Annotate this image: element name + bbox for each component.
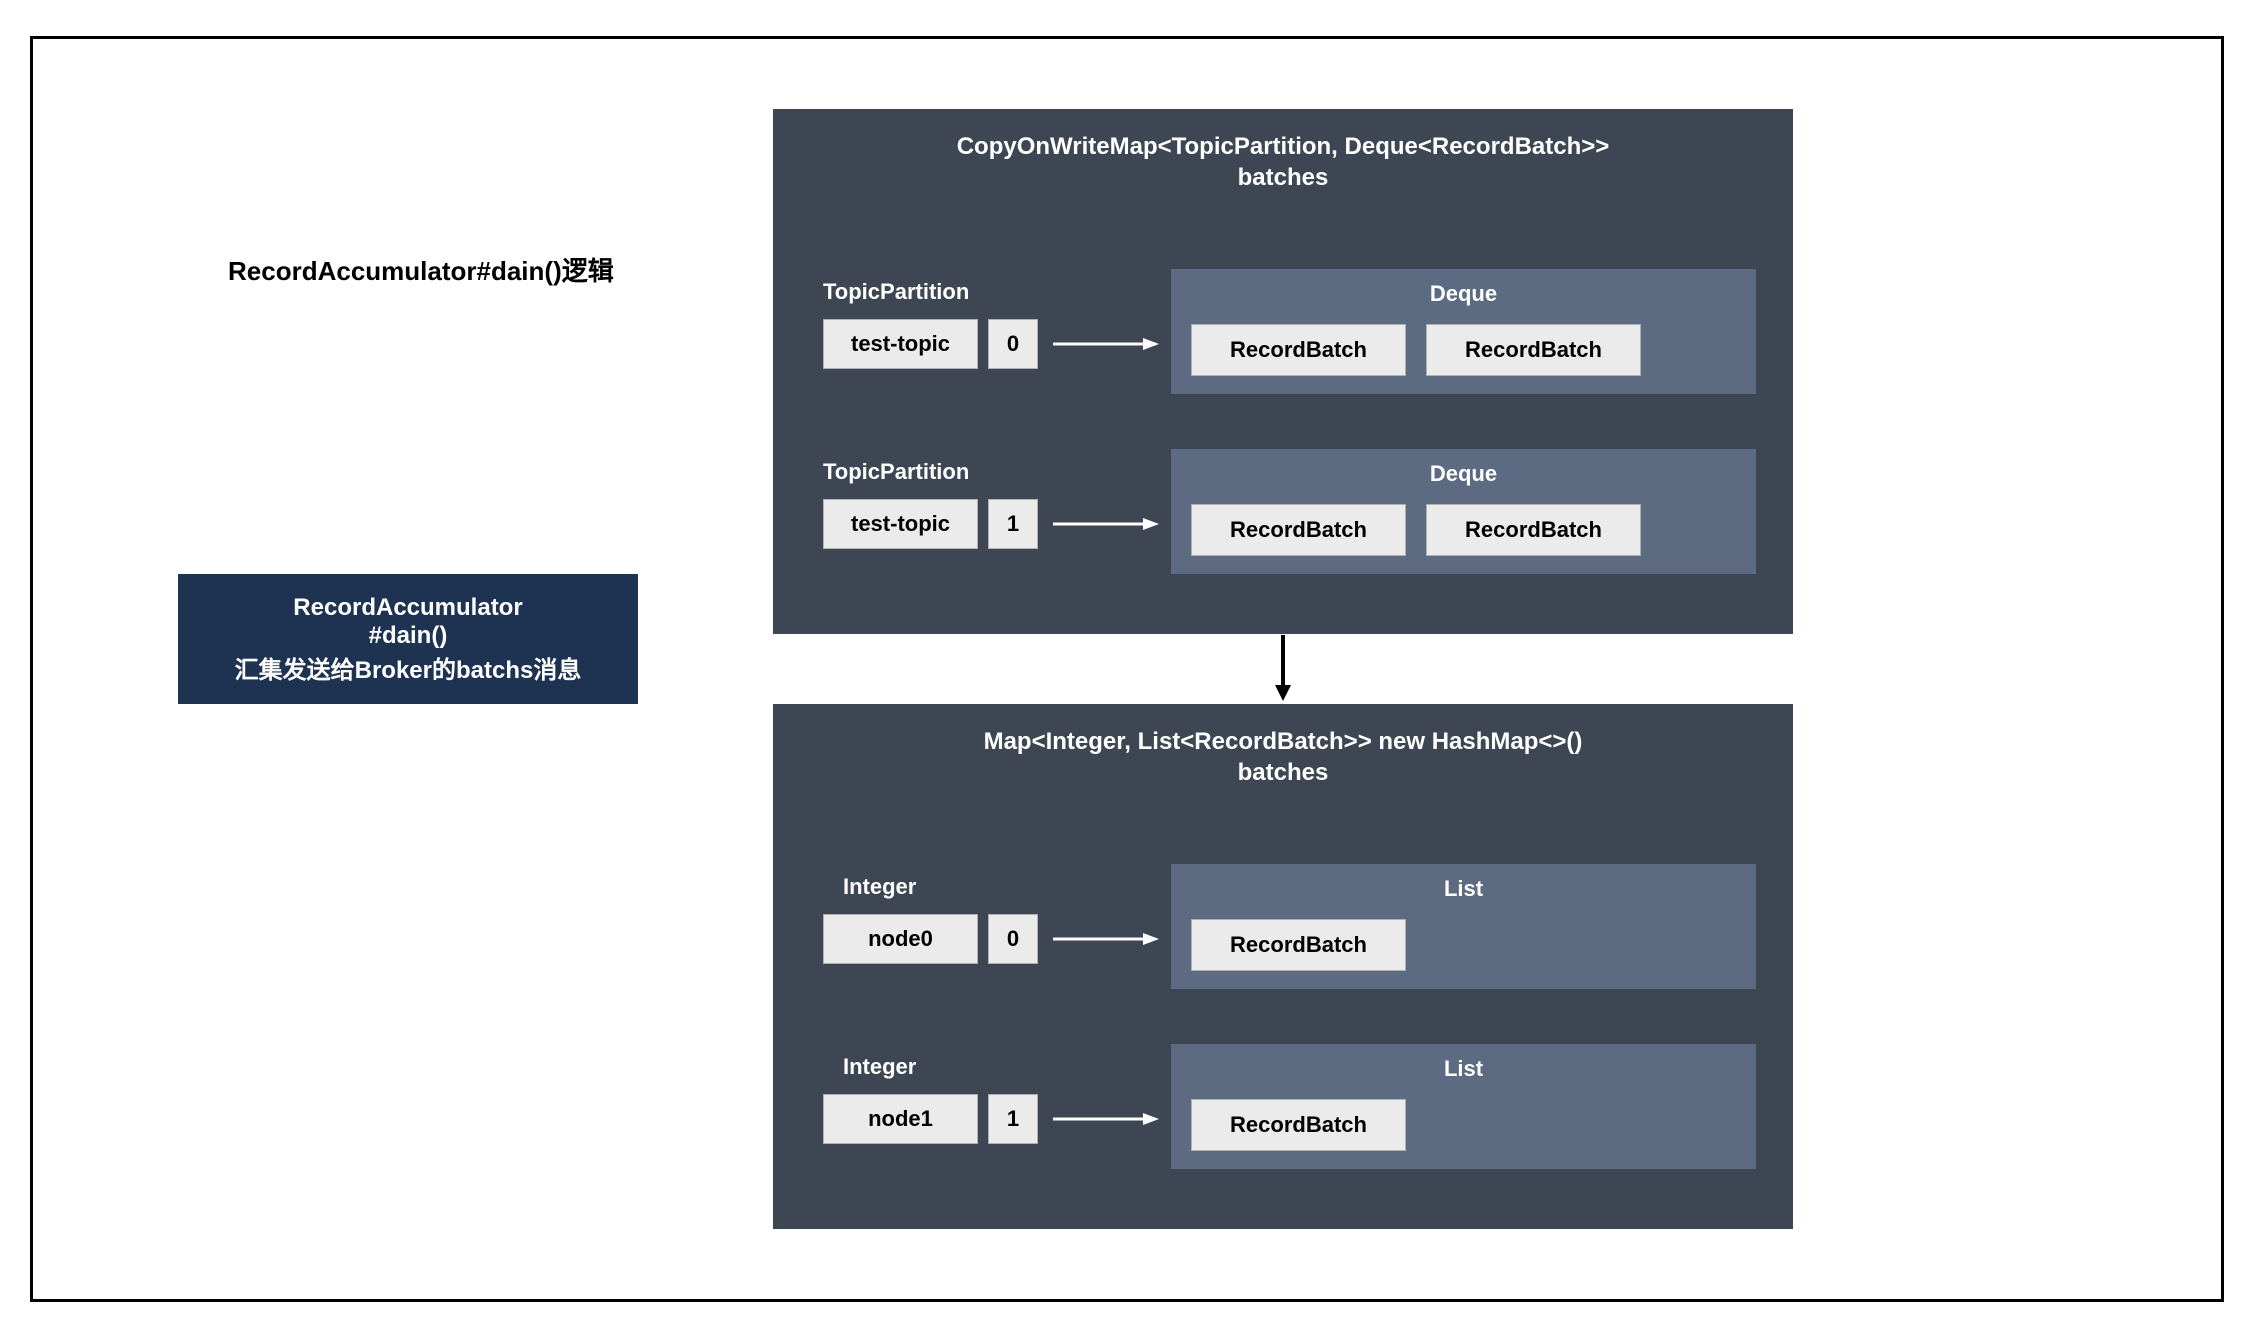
arrow-tp-0 — [1053, 334, 1163, 354]
bottom-title-line1: Map<Integer, List<RecordBatch>> new Hash… — [773, 726, 1793, 757]
list-recordbatch-0-0: RecordBatch — [1191, 919, 1406, 971]
int-label-0: Integer — [843, 874, 916, 900]
int-idx-1: 1 — [988, 1094, 1038, 1144]
int-key-0: node0 — [823, 914, 978, 964]
top-title-line2: batches — [773, 162, 1793, 193]
tp-label-0: TopicPartition — [823, 279, 969, 305]
deque-0: Deque RecordBatch RecordBatch — [1171, 269, 1756, 394]
list-label-1: List — [1171, 1056, 1756, 1082]
diagram-title: RecordAccumulator#dain()逻辑 — [228, 251, 614, 288]
recordbatch-0-0: RecordBatch — [1191, 324, 1406, 376]
recordbatch-0-1: RecordBatch — [1426, 324, 1641, 376]
tp-key-1: test-topic — [823, 499, 978, 549]
arrow-int-1 — [1053, 1109, 1163, 1129]
tp-idx-1: 1 — [988, 499, 1038, 549]
top-container-title: CopyOnWriteMap<TopicPartition, Deque<Rec… — [773, 131, 1793, 193]
tp-key-0: test-topic — [823, 319, 978, 369]
vertical-arrow — [1273, 635, 1293, 705]
list-label-0: List — [1171, 876, 1756, 902]
arrow-int-0 — [1053, 929, 1163, 949]
recordbatch-1-1: RecordBatch — [1426, 504, 1641, 556]
left-box-line1: RecordAccumulator — [293, 594, 522, 622]
top-title-line1: CopyOnWriteMap<TopicPartition, Deque<Rec… — [773, 131, 1793, 162]
tp-label-1: TopicPartition — [823, 459, 969, 485]
int-label-1: Integer — [843, 1054, 916, 1080]
left-method-box: RecordAccumulator #dain() 汇集发送给Broker的ba… — [178, 574, 638, 704]
left-box-line3: 汇集发送给Broker的batchs消息 — [235, 650, 582, 685]
int-key-1: node1 — [823, 1094, 978, 1144]
bottom-container: Map<Integer, List<RecordBatch>> new Hash… — [773, 704, 1793, 1229]
deque-1: Deque RecordBatch RecordBatch — [1171, 449, 1756, 574]
deque-label-0: Deque — [1171, 281, 1756, 307]
list-1: List RecordBatch — [1171, 1044, 1756, 1169]
list-recordbatch-1-0: RecordBatch — [1191, 1099, 1406, 1151]
int-idx-0: 0 — [988, 914, 1038, 964]
list-0: List RecordBatch — [1171, 864, 1756, 989]
diagram-frame: RecordAccumulator#dain()逻辑 RecordAccumul… — [30, 36, 2224, 1302]
bottom-container-title: Map<Integer, List<RecordBatch>> new Hash… — [773, 726, 1793, 788]
bottom-title-line2: batches — [773, 757, 1793, 788]
left-box-line2: #dain() — [369, 622, 448, 650]
arrow-tp-1 — [1053, 514, 1163, 534]
deque-label-1: Deque — [1171, 461, 1756, 487]
tp-idx-0: 0 — [988, 319, 1038, 369]
recordbatch-1-0: RecordBatch — [1191, 504, 1406, 556]
top-container: CopyOnWriteMap<TopicPartition, Deque<Rec… — [773, 109, 1793, 634]
